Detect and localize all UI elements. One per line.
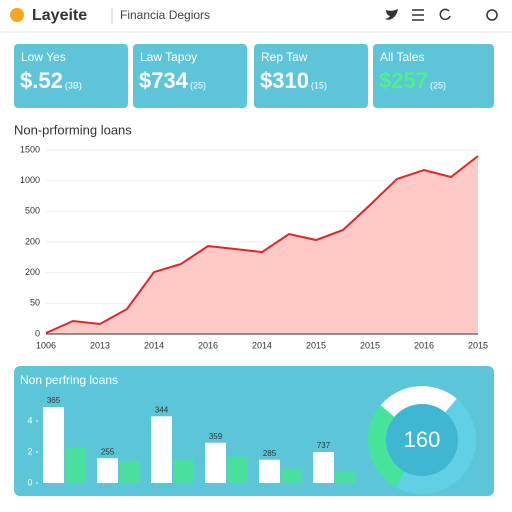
card-note: (15) (311, 80, 327, 90)
card[interactable] (14, 44, 128, 108)
x-tick-label: 2016 (198, 340, 218, 350)
y-tick-label: 200 (25, 267, 40, 277)
bar (43, 407, 64, 483)
bar (97, 458, 118, 483)
x-tick-label: 2016 (414, 340, 434, 350)
donut-segment (380, 386, 457, 417)
bar-label: 344 (155, 405, 169, 414)
line (45, 155, 479, 334)
refresh-icon[interactable] (439, 8, 451, 21)
y-tick-label: 500 (25, 206, 40, 216)
y-tick-label: 0 (35, 328, 40, 338)
area-fill (46, 156, 478, 334)
bar (65, 447, 86, 483)
bar (205, 442, 226, 483)
donut-center (386, 404, 458, 476)
card-label: Rep Taw (261, 50, 308, 64)
settings-icon[interactable] (486, 9, 498, 21)
x-tick-label: 2015 (306, 340, 326, 350)
twitter-icon[interactable] (385, 9, 398, 20)
bar (313, 452, 334, 483)
brand: Layeite (32, 7, 87, 24)
card-value: $.52 (20, 68, 63, 93)
y-tick-label: 2 (27, 446, 32, 456)
bar-label: 365 (47, 396, 61, 405)
card-note: (25) (190, 80, 206, 90)
x-tick-label: 2014 (252, 340, 272, 350)
card[interactable] (133, 44, 247, 108)
bar (259, 459, 280, 483)
chart-title: Non-prforming loans (14, 122, 132, 137)
card[interactable] (373, 44, 494, 108)
y-tick-label: 1000 (20, 175, 40, 185)
bar (335, 472, 356, 483)
card-note: (3B) (65, 80, 82, 90)
donut-segment (368, 405, 405, 488)
x-tick-label: 2015 (468, 340, 488, 350)
bar (151, 416, 172, 483)
y-tick-label: 4 (27, 415, 32, 425)
bar-label: 285 (263, 449, 277, 458)
card-value: $734 (139, 68, 189, 93)
bar (227, 456, 248, 483)
bar-label: 255 (101, 447, 115, 456)
card-label: Low Yes (21, 50, 66, 64)
bar (119, 461, 140, 483)
y-tick-label: 200 (25, 236, 40, 246)
x-tick-label: 2014 (144, 340, 164, 350)
card-label: All Tales (380, 50, 424, 64)
donut-label: 160 (404, 427, 441, 452)
menu-icon[interactable] (412, 9, 424, 21)
bar-label: 359 (209, 432, 223, 441)
card-value: $257 (379, 68, 428, 93)
y-tick-label: 0 (27, 477, 32, 487)
card-value: $310 (260, 68, 309, 93)
card[interactable] (254, 44, 368, 108)
y-tick-label: 50 (30, 298, 40, 308)
x-tick-label: 2015 (360, 340, 380, 350)
x-tick-label: 1006 (36, 340, 56, 350)
card-label: Law Tapoy (140, 50, 197, 64)
bar (173, 459, 194, 483)
x-tick-label: 2013 (90, 340, 110, 350)
donut-segment (395, 398, 476, 495)
subtitle: Financia Degiors (120, 8, 210, 22)
logo (10, 8, 24, 22)
y-tick-label: 1500 (20, 144, 40, 154)
chart-title: Non perfring loans (20, 373, 118, 387)
bar (281, 469, 302, 483)
card-note: (25) (430, 80, 446, 90)
bar-label: 737 (317, 441, 331, 450)
